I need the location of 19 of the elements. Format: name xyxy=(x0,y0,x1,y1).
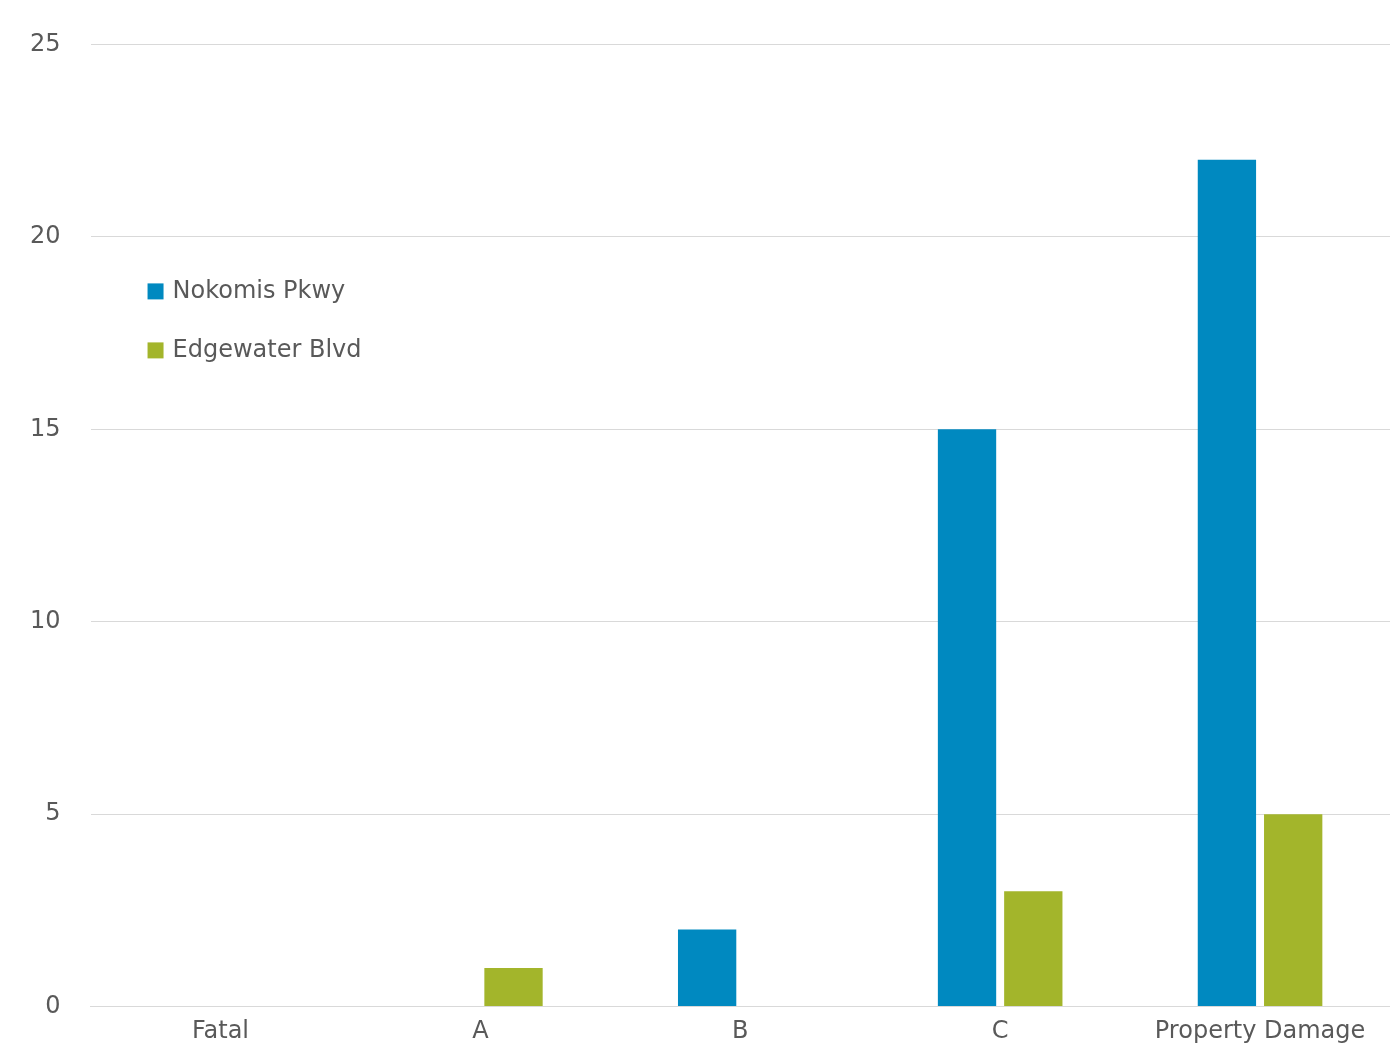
y-tick-label: 10 xyxy=(29,605,61,634)
y-tick-label: 0 xyxy=(45,990,61,1019)
legend-label: Edgewater Blvd xyxy=(172,334,362,363)
x-tick-label: Fatal xyxy=(191,1016,250,1045)
bar xyxy=(677,929,737,1007)
bar xyxy=(1004,891,1063,1007)
x-tick-label: Property Damage xyxy=(1154,1016,1366,1045)
x-tick-label: C xyxy=(991,1016,1009,1045)
x-tick-label: B xyxy=(732,1016,749,1045)
y-tick-label: 15 xyxy=(29,413,61,442)
legend-label: Nokomis Pkwy xyxy=(172,275,346,304)
bar xyxy=(1264,814,1323,1007)
x-tick-label: A xyxy=(472,1016,490,1045)
bar xyxy=(1197,159,1257,1007)
bar xyxy=(937,429,997,1007)
y-tick-label: 20 xyxy=(29,221,61,250)
y-tick-label: 5 xyxy=(45,798,61,827)
y-tick-label: 25 xyxy=(29,28,61,57)
bar xyxy=(484,968,543,1007)
